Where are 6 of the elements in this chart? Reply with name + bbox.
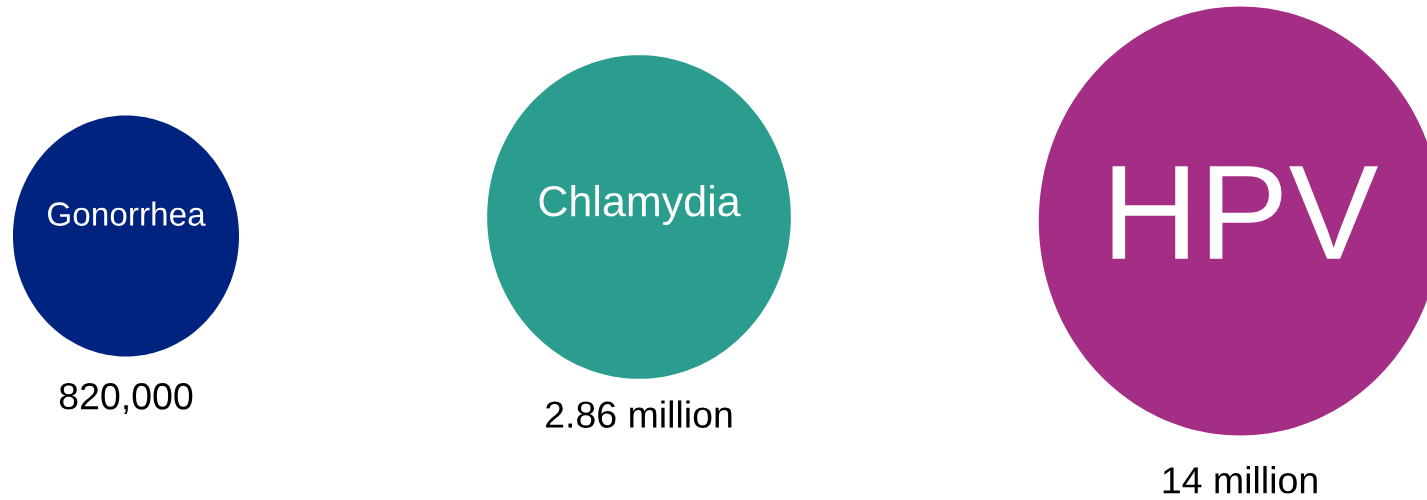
data-label: 820,000 (59, 382, 193, 414)
data-label: 2.86 million (546, 400, 732, 428)
category-label: Gonorrhea (48, 201, 206, 226)
data-label: 14 million (1163, 466, 1317, 494)
category-label: HPV (1112, 166, 1378, 259)
category-label: Chlamydia (539, 184, 741, 226)
